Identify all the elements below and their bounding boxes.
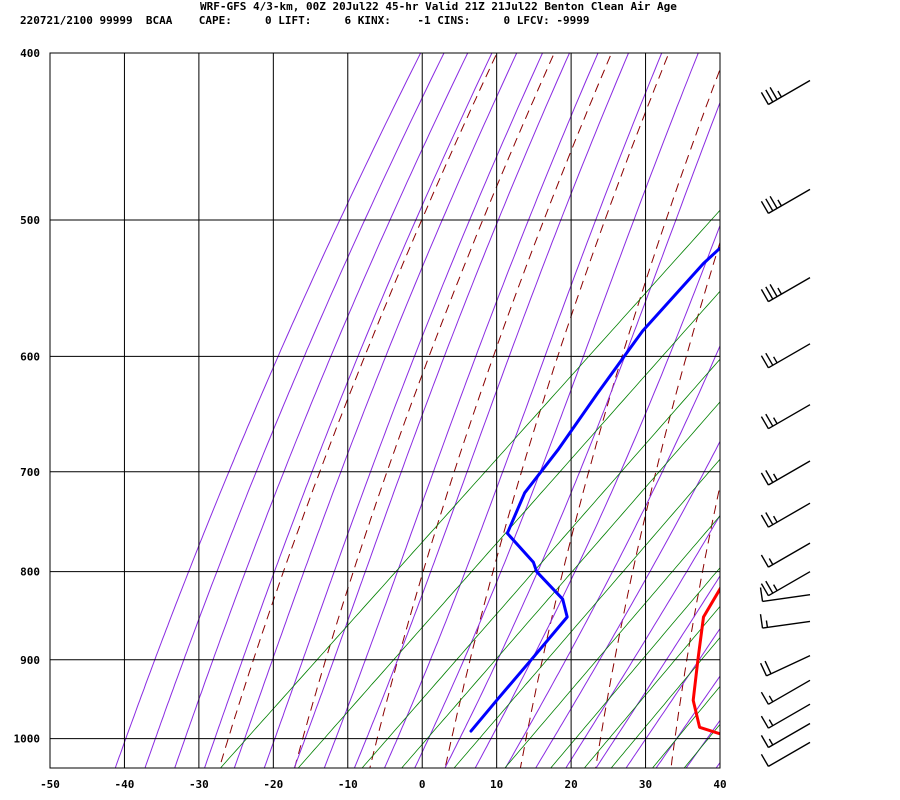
wind-barb — [760, 343, 811, 369]
wind-barb — [760, 276, 811, 303]
pressure-tick-label: 1000 — [14, 733, 41, 746]
moist-adiabat — [595, 575, 720, 768]
wind-barb — [760, 542, 811, 568]
wind-barb — [760, 188, 811, 215]
pressure-tick-label: 800 — [20, 566, 40, 579]
grid — [49, 52, 721, 768]
moist-adiabat — [655, 675, 720, 768]
wind-barb — [759, 587, 811, 603]
temperature-profile — [691, 586, 720, 736]
moist-adiabat — [736, 15, 900, 783]
moist-adiabat — [474, 224, 720, 768]
moist-adiabat — [625, 627, 720, 768]
wind-barb — [760, 404, 811, 430]
moist-adiabat — [504, 344, 720, 768]
mixing-ratio-line — [651, 685, 720, 768]
mixing-ratio-line — [401, 401, 720, 768]
moist-adiabat — [383, 53, 663, 768]
temperature-tick-label: -40 — [115, 778, 135, 791]
mixing-ratio-line — [504, 515, 720, 768]
mixing-ratio-line — [747, 15, 900, 783]
moist-adiabat — [203, 53, 493, 768]
moist-adiabat — [715, 761, 720, 768]
moist-adiabat — [233, 53, 518, 768]
temperature-tick-label: -20 — [263, 778, 283, 791]
chart-header: WRF-GFS 4/3-km, 00Z 20Jul22 45-hr Valid … — [0, 0, 900, 32]
mixing-ratio-line — [583, 605, 720, 768]
dewpoint-profile — [469, 246, 720, 733]
moist-adiabat — [114, 53, 422, 768]
wind-barb — [760, 502, 811, 528]
pressure-tick-label: 900 — [20, 654, 40, 667]
moist-adiabat — [293, 53, 571, 768]
pressure-axis: 400 500 600 700 800 900 1000 — [14, 47, 41, 746]
dry-adiabat — [821, 15, 900, 783]
wind-barb — [760, 460, 811, 486]
temperature-tick-label: -30 — [189, 778, 209, 791]
temperature-tick-label: -10 — [338, 778, 358, 791]
temperature-tick-label: 10 — [490, 778, 503, 791]
moist-adiabat — [263, 53, 544, 768]
moist-adiabat — [535, 440, 720, 768]
mixing-ratio-line — [550, 567, 720, 768]
dry-adiabat — [519, 67, 720, 768]
moist-adiabat — [174, 53, 469, 768]
mixing-ratio-line — [610, 636, 720, 768]
temperature-tick-label: 20 — [564, 778, 577, 791]
sounding-indices: 220721/2100 99999 BCAA CAPE: 0 LIFT: 6 K… — [20, 14, 590, 27]
dry-adiabat — [369, 53, 613, 768]
temperature-tick-label: 0 — [419, 778, 426, 791]
wind-barb — [760, 722, 811, 749]
dry-adiabat — [294, 53, 555, 768]
temperature-tick-label: 40 — [713, 778, 726, 791]
wind-barb — [759, 654, 811, 677]
pressure-tick-label: 700 — [20, 466, 40, 479]
pressure-tick-label: 500 — [20, 214, 40, 227]
chart-title: WRF-GFS 4/3-km, 00Z 20Jul22 45-hr Valid … — [200, 0, 677, 13]
plot-border — [49, 52, 721, 769]
wind-barbs — [759, 79, 811, 768]
dry-adiabat — [670, 483, 720, 768]
wind-barb — [760, 571, 811, 597]
wind-barb — [760, 741, 811, 768]
wind-barb — [760, 79, 811, 106]
pressure-tick-label: 600 — [20, 350, 40, 363]
wind-barb — [760, 703, 811, 729]
mixing-ratio-line — [297, 290, 720, 768]
temperature-tick-label: -50 — [40, 778, 60, 791]
dry-adiabat — [218, 53, 498, 768]
mixing-ratio-line — [361, 358, 720, 768]
dry-adiabat — [595, 240, 720, 768]
temperature-axis: -50 -40 -30 -20 -10 0 10 20 30 40 — [40, 778, 727, 791]
moist-adiabat — [414, 53, 699, 768]
wind-barb — [760, 679, 811, 705]
moist-adiabat — [353, 53, 630, 768]
dry-adiabat — [896, 15, 900, 783]
pressure-tick-label: 400 — [20, 47, 40, 60]
mixing-ratio-line — [709, 15, 900, 783]
wind-barb — [759, 614, 811, 629]
moist-adiabat — [144, 53, 445, 768]
moist-adiabat — [323, 53, 599, 768]
mixing-ratio-line — [453, 458, 720, 768]
temperature-tick-label: 30 — [639, 778, 652, 791]
profiles — [469, 246, 720, 736]
mixing-ratio-line — [219, 209, 720, 768]
background-lines — [114, 15, 900, 783]
